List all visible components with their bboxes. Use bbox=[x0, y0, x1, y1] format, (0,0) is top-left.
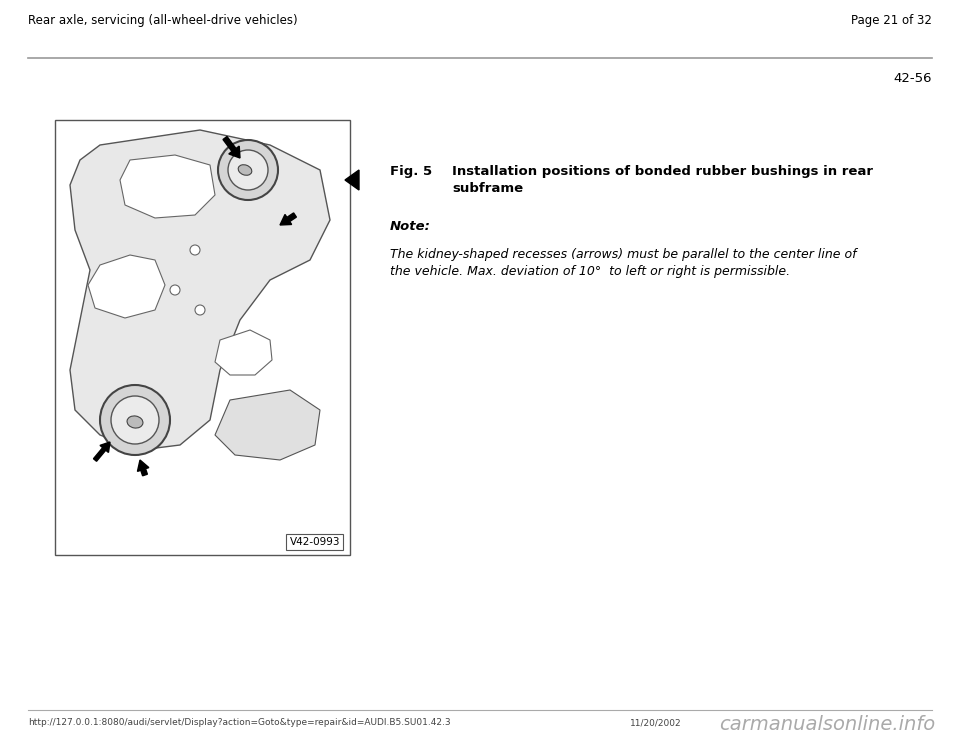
Circle shape bbox=[190, 245, 200, 255]
FancyArrow shape bbox=[223, 137, 240, 158]
Text: Installation positions of bonded rubber bushings in rear: Installation positions of bonded rubber … bbox=[452, 165, 873, 178]
Circle shape bbox=[100, 385, 170, 455]
Text: 11/20/2002: 11/20/2002 bbox=[630, 718, 682, 727]
Text: http://127.0.0.1:8080/audi/servlet/Display?action=Goto&type=repair&id=AUDI.B5.SU: http://127.0.0.1:8080/audi/servlet/Displ… bbox=[28, 718, 450, 727]
Circle shape bbox=[195, 305, 205, 315]
Text: 42-56: 42-56 bbox=[894, 72, 932, 85]
Text: Page 21 of 32: Page 21 of 32 bbox=[852, 14, 932, 27]
Polygon shape bbox=[120, 155, 215, 218]
Bar bbox=[55, 120, 350, 555]
Polygon shape bbox=[215, 390, 320, 460]
FancyArrow shape bbox=[280, 213, 297, 225]
Text: Note:: Note: bbox=[390, 220, 431, 233]
Circle shape bbox=[218, 140, 278, 200]
FancyArrow shape bbox=[93, 442, 110, 462]
Polygon shape bbox=[215, 330, 272, 375]
Text: subframe: subframe bbox=[452, 182, 523, 195]
Polygon shape bbox=[345, 170, 359, 190]
Text: The kidney-shaped recesses (arrows) must be parallel to the center line of: The kidney-shaped recesses (arrows) must… bbox=[390, 248, 856, 261]
Text: Fig. 5: Fig. 5 bbox=[390, 165, 432, 178]
Text: V42-0993: V42-0993 bbox=[290, 537, 340, 547]
Text: carmanualsonline.info: carmanualsonline.info bbox=[719, 715, 935, 734]
FancyArrow shape bbox=[137, 460, 149, 476]
Circle shape bbox=[170, 285, 180, 295]
Circle shape bbox=[111, 396, 159, 444]
Text: the vehicle. Max. deviation of 10°  to left or right is permissible.: the vehicle. Max. deviation of 10° to le… bbox=[390, 265, 790, 278]
Polygon shape bbox=[88, 255, 165, 318]
Polygon shape bbox=[70, 130, 330, 450]
Ellipse shape bbox=[238, 165, 252, 175]
Ellipse shape bbox=[127, 416, 143, 428]
Text: Rear axle, servicing (all-wheel-drive vehicles): Rear axle, servicing (all-wheel-drive ve… bbox=[28, 14, 298, 27]
Circle shape bbox=[228, 150, 268, 190]
